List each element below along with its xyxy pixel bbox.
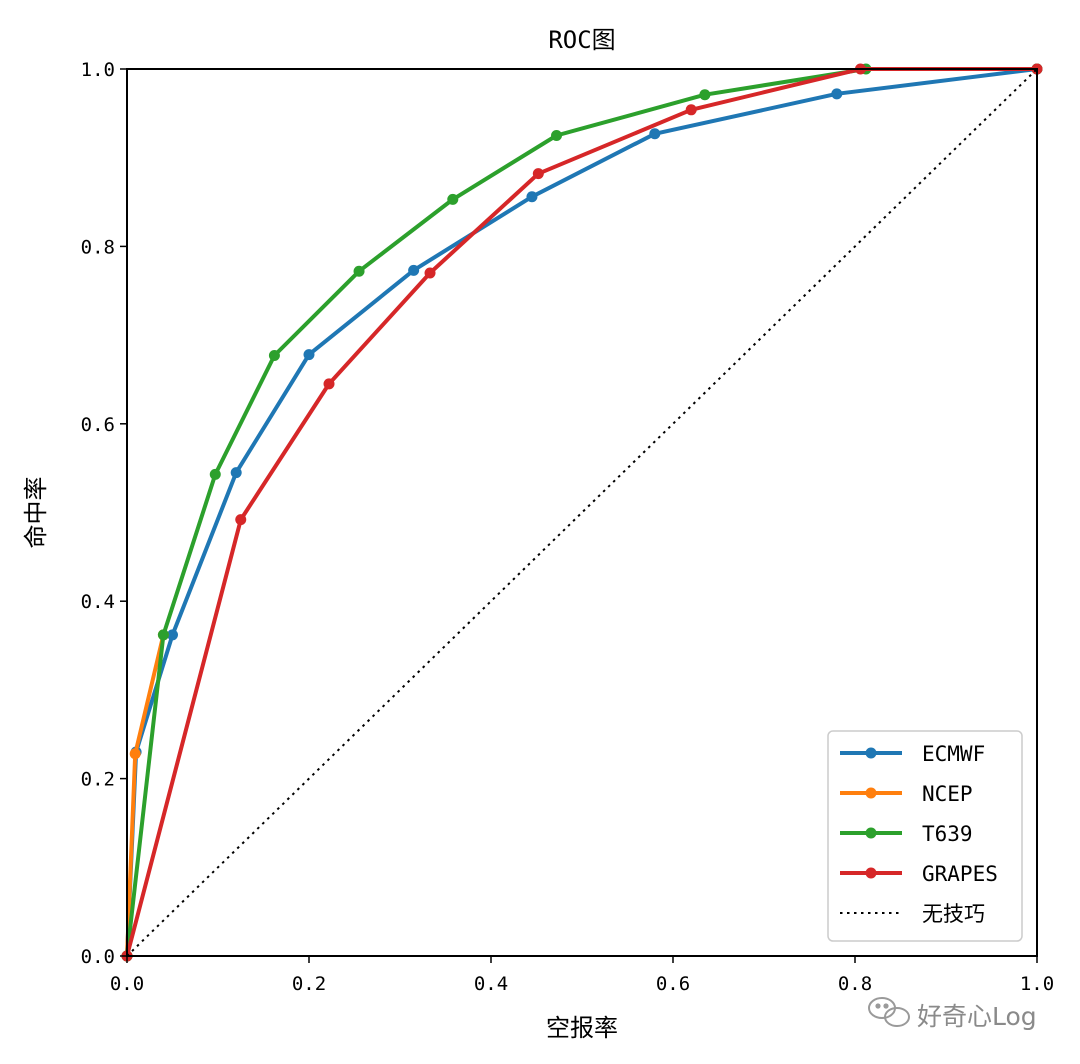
- legend-item: GRAPES: [840, 862, 998, 886]
- legend-label: ECMWF: [922, 742, 985, 766]
- legend-label: NCEP: [922, 782, 973, 806]
- y-tick-label: 0.4: [81, 591, 115, 613]
- data-point: [408, 264, 420, 276]
- x-tick-label: 0.0: [110, 973, 144, 995]
- legend: ECMWF NCEP T639 GRAPES 无技巧: [827, 730, 1023, 942]
- x-tick-label: 0.8: [838, 973, 872, 995]
- data-point: [526, 191, 538, 203]
- legend-marker: [865, 747, 877, 759]
- data-point: [532, 168, 544, 180]
- x-tick-label: 0.6: [656, 973, 690, 995]
- data-point: [447, 193, 459, 205]
- legend-label: T639: [922, 822, 973, 846]
- legend-marker: [865, 827, 877, 839]
- y-tick-label: 1.0: [81, 59, 115, 81]
- ticks-layer: 0.0 0.2 0.4 0.6 0.8 1.0 0.0 0.2 0.4 0.6 0.8 1.0: [81, 59, 1054, 995]
- legend-label: GRAPES: [922, 862, 998, 886]
- watermark-text: 好奇心Log: [917, 1002, 1037, 1031]
- series-line: [125, 67, 1039, 958]
- data-point: [303, 349, 315, 361]
- y-axis-label: 命中率: [22, 477, 50, 549]
- legend-item: ECMWF: [840, 742, 985, 766]
- series-4: [126, 68, 1038, 957]
- x-tick-label: 0.2: [292, 973, 326, 995]
- plot-frame: [126, 68, 1038, 957]
- legend-box: [827, 730, 1023, 942]
- legend-item: NCEP: [840, 782, 973, 806]
- wechat-icon: [868, 997, 910, 1027]
- series-3: [121, 63, 1043, 962]
- data-point: [129, 748, 141, 760]
- y-tick-label: 0.0: [81, 946, 115, 968]
- x-tick-label: 1.0: [1020, 973, 1054, 995]
- chart-title: ROC图: [548, 26, 615, 54]
- data-point: [685, 104, 697, 116]
- data-point: [230, 467, 242, 479]
- legend-item: 无技巧: [840, 902, 985, 926]
- legend-item: T639: [840, 822, 973, 846]
- data-point: [424, 267, 436, 279]
- y-tick-label: 0.8: [81, 236, 115, 258]
- watermark: 好奇心Log: [868, 997, 1037, 1031]
- data-point: [699, 89, 711, 101]
- data-point: [167, 629, 178, 641]
- data-point: [551, 130, 563, 142]
- series-layer: [121, 63, 1043, 962]
- legend-marker: [865, 787, 877, 799]
- data-point: [323, 378, 335, 390]
- data-point: [157, 629, 169, 641]
- data-point: [649, 128, 661, 140]
- data-point: [353, 265, 365, 277]
- data-point: [268, 350, 280, 362]
- y-tick-label: 0.2: [81, 769, 115, 791]
- y-tick-label: 0.6: [81, 414, 115, 436]
- series-line: [125, 67, 1039, 958]
- series-line: [125, 67, 1039, 958]
- legend-label: 无技巧: [922, 902, 985, 926]
- series-line: [126, 68, 1038, 957]
- data-point: [831, 88, 843, 100]
- x-axis-label: 空报率: [546, 1014, 618, 1042]
- data-point: [235, 514, 247, 526]
- legend-marker: [865, 867, 877, 879]
- data-point: [209, 468, 221, 480]
- x-tick-label: 0.4: [474, 973, 508, 995]
